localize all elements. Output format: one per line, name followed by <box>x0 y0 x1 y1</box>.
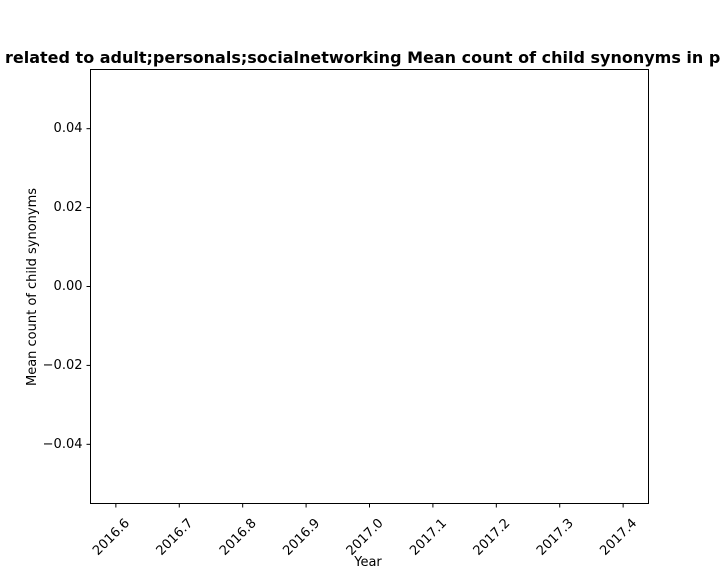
x-tick-label: 2017.2 <box>471 516 514 559</box>
y-axis-label: Mean count of child synonyms <box>25 188 40 386</box>
y-tick-label: 0.04 <box>54 121 83 136</box>
y-axis-ticks: 0.04 0.02 0.00 −0.02 −0.04 <box>43 121 91 452</box>
plot-area <box>90 69 649 504</box>
y-tick-label: 0.00 <box>54 279 83 294</box>
x-tick-label: 2017.3 <box>534 516 577 559</box>
x-tick-label: 2016.7 <box>154 516 197 559</box>
x-tick-label: 2017.1 <box>407 516 450 559</box>
x-axis-label: Year <box>353 555 382 570</box>
x-tick-label: 2017.0 <box>344 516 387 559</box>
x-tick-label: 2017.4 <box>597 516 640 559</box>
x-tick-label: 2016.9 <box>280 516 323 559</box>
x-tick-label: 2016.6 <box>90 516 133 559</box>
y-tick-label: −0.02 <box>43 358 83 373</box>
y-tick-label: −0.04 <box>43 437 83 452</box>
y-tick-label: 0.02 <box>54 200 83 215</box>
chart-title: related to adult;personals;socialnetwork… <box>5 48 720 67</box>
x-axis-ticks: 2016.6 2016.7 2016.8 2016.9 2017.0 2017.1 2017… <box>90 503 640 559</box>
x-tick-label: 2016.8 <box>217 516 260 559</box>
